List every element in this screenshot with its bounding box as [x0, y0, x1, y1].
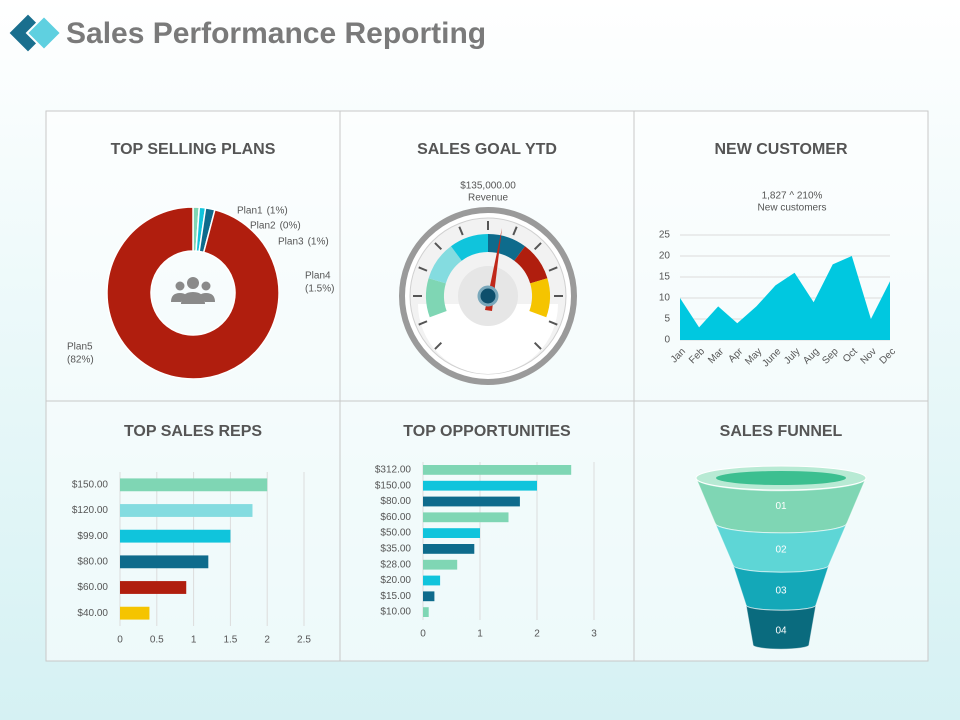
gauge-tick [533, 242, 542, 251]
x-tick-label: 2.5 [297, 635, 311, 646]
bar [423, 575, 441, 586]
bar [120, 529, 231, 543]
panel-title: TOP SALES REPS [124, 423, 262, 440]
bar [423, 465, 572, 475]
funnel-opening [716, 471, 846, 485]
y-tick-label: $50.00 [380, 528, 411, 539]
funnel-label: 02 [775, 545, 787, 556]
slice-value-label: (1%) [267, 206, 288, 217]
gauge-tick [434, 341, 443, 350]
bar [423, 512, 509, 523]
funnel-stage [745, 604, 817, 650]
y-tick-label: $10.00 [380, 607, 411, 618]
gauge-label: Revenue [468, 193, 508, 204]
gauge-lower [418, 304, 558, 374]
gauge-tick [418, 266, 428, 272]
area [680, 256, 890, 340]
gauge-hub [477, 285, 499, 307]
bar [423, 544, 475, 554]
y-tick-label: $150.00 [375, 480, 412, 491]
y-tick-label: 10 [659, 293, 671, 304]
panel-title: NEW CUSTOMER [714, 141, 847, 158]
bar [120, 555, 209, 569]
gauge-tick [418, 320, 428, 326]
y-tick-label: $28.00 [380, 559, 411, 570]
gauge-band [450, 234, 488, 261]
gauge-annotation: $135,000.00 [460, 181, 516, 192]
chart-annotation: 1,827 ^ 210% [762, 191, 823, 202]
bar [120, 504, 253, 517]
gauge-tick [434, 242, 443, 251]
x-tick-label: 2 [264, 635, 270, 646]
y-tick-label: 0 [664, 335, 670, 346]
x-tick-label: 1 [477, 629, 483, 640]
slice-label: Plan4 [305, 271, 331, 282]
funnel-label: 03 [775, 586, 787, 597]
y-tick-label: $312.00 [375, 465, 412, 476]
slice-value-label: (0%) [280, 221, 301, 232]
bar [120, 581, 187, 594]
x-tick-label: 3 [591, 629, 597, 640]
panel-title: SALES FUNNEL [720, 423, 843, 440]
slice-label: Plan1 [237, 206, 263, 217]
x-tick-label: 0.5 [150, 635, 164, 646]
panel-title: TOP SELLING PLANS [111, 141, 276, 158]
y-tick-label: $120.00 [72, 505, 109, 516]
y-tick-label: 15 [659, 272, 671, 283]
funnel-label: 04 [775, 626, 787, 637]
donut-slice [106, 206, 280, 380]
funnel-label: 01 [775, 501, 787, 512]
y-tick-label: $35.00 [380, 544, 411, 555]
gauge-tick [533, 341, 542, 350]
gauge-band [428, 246, 462, 284]
y-tick-label: 5 [664, 314, 670, 325]
y-tick-label: $150.00 [72, 479, 109, 490]
bar [120, 606, 150, 620]
bar [120, 478, 268, 492]
panel-title: SALES GOAL YTD [417, 141, 557, 158]
gauge-tick [512, 226, 518, 236]
y-tick-label: $60.00 [380, 512, 411, 523]
y-tick-label: $40.00 [77, 608, 108, 619]
slice-label: Plan5 [67, 342, 93, 353]
gauge-tick [458, 226, 464, 236]
slice-value-label: (1%) [308, 237, 329, 248]
x-tick-label: 0 [117, 635, 123, 646]
chart-annotation-label: New customers [758, 203, 827, 214]
gauge-band [488, 234, 526, 261]
bar [423, 591, 435, 602]
page-title: Sales Performance Reporting [66, 17, 486, 50]
bar [423, 496, 520, 507]
gauge-tick [548, 320, 558, 326]
bar [423, 528, 480, 538]
logo-diamond [25, 14, 63, 52]
x-tick-label: 1 [191, 635, 197, 646]
y-tick-label: $60.00 [77, 582, 108, 593]
slice-value-label: (1.5%) [305, 284, 334, 295]
slice-value-label: (82%) [67, 355, 94, 366]
gauge-band [514, 246, 548, 284]
panel-title: TOP OPPORTUNITIES [403, 423, 571, 440]
x-tick-label: 1.5 [223, 635, 237, 646]
x-tick-label: 0 [420, 629, 426, 640]
y-tick-label: $80.00 [380, 496, 411, 507]
gauge-tick [548, 266, 558, 272]
people-icon [171, 277, 215, 304]
bar [423, 607, 429, 617]
y-tick-label: $80.00 [77, 556, 108, 567]
bar [423, 559, 458, 570]
y-tick-label: 25 [659, 230, 671, 241]
slice-label: Plan3 [278, 237, 304, 248]
y-tick-label: $20.00 [380, 575, 411, 586]
slice-label: Plan2 [250, 221, 276, 232]
y-tick-label: 20 [659, 251, 671, 262]
x-tick-label: 2 [534, 629, 540, 640]
y-tick-label: $15.00 [380, 591, 411, 602]
y-tick-label: $99.00 [77, 531, 108, 542]
gauge-band [426, 278, 447, 318]
gauge-band [529, 278, 550, 318]
bar [423, 480, 537, 491]
